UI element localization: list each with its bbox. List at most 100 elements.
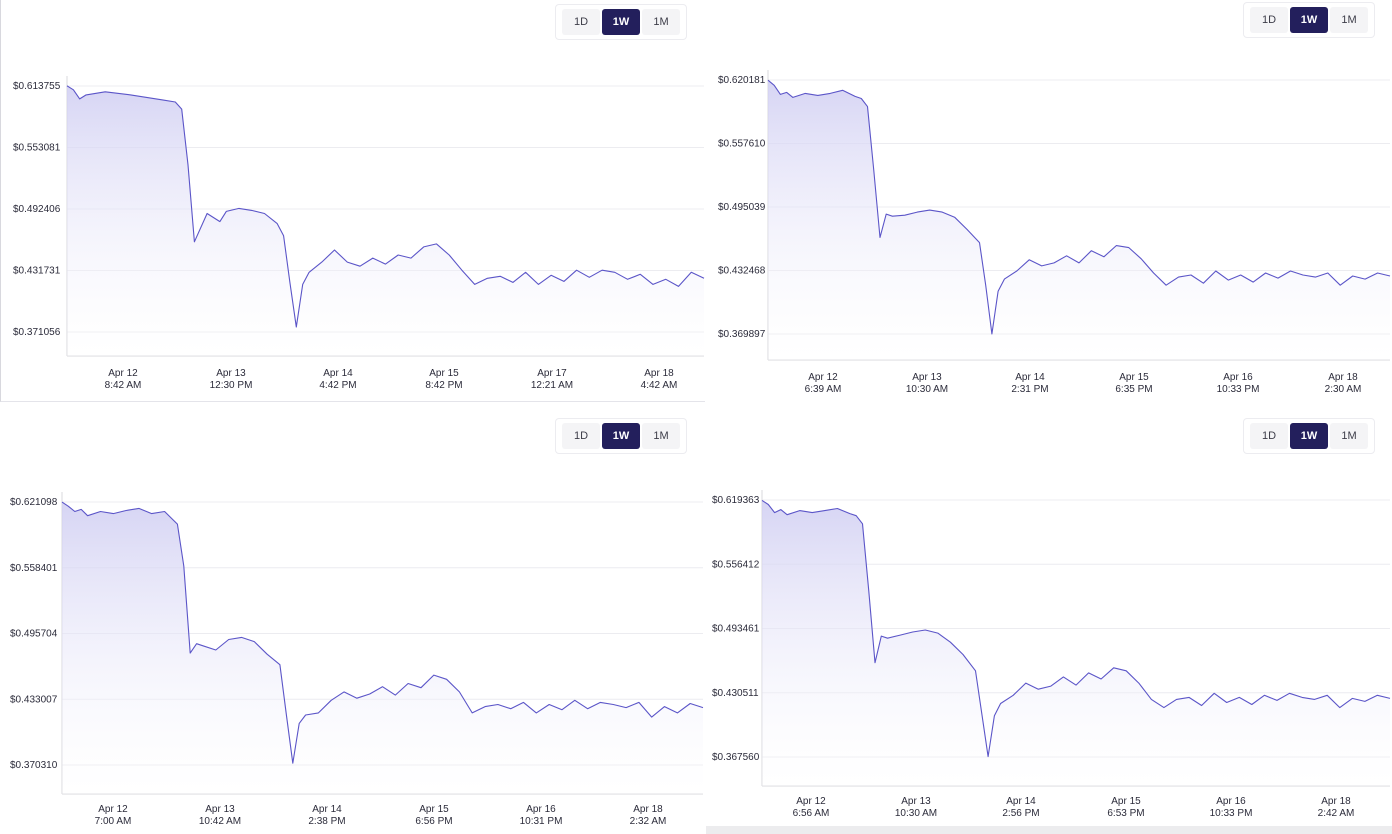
range-button-1m[interactable]: 1M <box>642 9 680 35</box>
chart-panel-2: 1D 1W 1M $0.620181 $0.557610 $0.495039 $0.4… <box>706 0 1392 402</box>
x-tick-time: 10:33 PM <box>1210 808 1253 819</box>
x-tick-time: 8:42 AM <box>105 380 142 391</box>
x-tick-time: 10:33 PM <box>1217 384 1260 395</box>
x-tick-date: Apr 16 <box>526 804 556 815</box>
range-button-1w[interactable]: 1W <box>1290 423 1328 449</box>
x-tick-date: Apr 12 <box>108 368 138 379</box>
x-tick-date: Apr 13 <box>901 796 931 807</box>
x-tick-date: Apr 13 <box>205 804 235 815</box>
x-tick-date: Apr 14 <box>312 804 342 815</box>
y-tick-label: $0.492406 <box>13 204 61 215</box>
y-tick-label: $0.619363 <box>712 495 760 506</box>
range-button-1m[interactable]: 1M <box>1330 7 1368 33</box>
x-tick-date: Apr 15 <box>1119 372 1149 383</box>
range-button-1d[interactable]: 1D <box>1250 7 1288 33</box>
x-tick-date: Apr 15 <box>419 804 449 815</box>
bottom-scroll-strip <box>706 826 1392 834</box>
price-chart: $0.619363 $0.556412 $0.493461 $0.430511 $0.3… <box>712 490 1391 819</box>
series-line <box>761 499 1391 758</box>
x-tick-date: Apr 18 <box>633 804 663 815</box>
x-tick-date: Apr 18 <box>1328 372 1358 383</box>
series-line <box>767 79 1391 335</box>
range-button-1d[interactable]: 1D <box>562 9 600 35</box>
price-chart: $0.613755 $0.553081 $0.492406 $0.431731 $0.3… <box>13 76 705 391</box>
x-tick-time: 6:56 PM <box>415 816 452 827</box>
range-button-1w[interactable]: 1W <box>1290 7 1328 33</box>
x-tick-time: 7:00 AM <box>95 816 132 827</box>
x-tick-date: Apr 14 <box>323 368 353 379</box>
y-tick-label: $0.493461 <box>712 624 760 635</box>
y-tick-label: $0.369897 <box>718 329 766 340</box>
range-button-1m[interactable]: 1M <box>642 423 680 449</box>
x-tick-time: 2:31 PM <box>1011 384 1048 395</box>
x-tick-date: Apr 16 <box>1223 372 1253 383</box>
x-tick-date: Apr 15 <box>429 368 459 379</box>
range-button-1w[interactable]: 1W <box>602 9 640 35</box>
x-tick-time: 2:30 AM <box>1325 384 1362 395</box>
x-tick-date: Apr 13 <box>912 372 942 383</box>
price-chart: $0.621098 $0.558401 $0.495704 $0.433007 $0.3… <box>10 492 704 827</box>
chart-panel-3: 1D 1W 1M $0.621098 $0.558401 $0.495704 $0.4… <box>0 402 705 834</box>
y-tick-label: $0.432468 <box>718 266 766 277</box>
x-tick-time: 10:42 AM <box>199 816 241 827</box>
y-tick-label: $0.431731 <box>13 266 61 277</box>
y-tick-label: $0.371056 <box>13 327 61 338</box>
range-button-1d[interactable]: 1D <box>1250 423 1288 449</box>
x-tick-date: Apr 18 <box>644 368 674 379</box>
x-tick-date: Apr 18 <box>1321 796 1351 807</box>
y-tick-label: $0.553081 <box>13 143 61 154</box>
x-tick-date: Apr 12 <box>808 372 838 383</box>
x-tick-time: 6:39 AM <box>805 384 842 395</box>
x-tick-date: Apr 17 <box>537 368 567 379</box>
range-selector: 1D 1W 1M <box>555 418 687 454</box>
range-button-1d[interactable]: 1D <box>562 423 600 449</box>
x-tick-time: 2:32 AM <box>630 816 667 827</box>
y-tick-label: $0.558401 <box>10 563 58 574</box>
x-tick-time: 12:30 PM <box>210 380 253 391</box>
y-tick-label: $0.557610 <box>718 139 766 150</box>
range-button-1m[interactable]: 1M <box>1330 423 1368 449</box>
y-tick-label: $0.367560 <box>712 752 760 763</box>
y-tick-label: $0.620181 <box>718 75 766 86</box>
x-tick-date: Apr 15 <box>1111 796 1141 807</box>
x-tick-time: 2:56 PM <box>1002 808 1039 819</box>
x-tick-time: 2:42 AM <box>1318 808 1355 819</box>
y-tick-label: $0.370310 <box>10 760 58 771</box>
x-tick-date: Apr 16 <box>1216 796 1246 807</box>
y-tick-label: $0.433007 <box>10 694 58 705</box>
x-tick-time: 12:21 AM <box>531 380 573 391</box>
x-tick-date: Apr 12 <box>98 804 128 815</box>
range-selector: 1D 1W 1M <box>1243 2 1375 38</box>
y-tick-label: $0.556412 <box>712 559 760 570</box>
y-tick-label: $0.430511 <box>712 688 759 699</box>
x-tick-date: Apr 13 <box>216 368 246 379</box>
range-selector: 1D 1W 1M <box>555 4 687 40</box>
series-area <box>67 85 704 357</box>
x-tick-time: 10:31 PM <box>520 816 563 827</box>
range-button-1w[interactable]: 1W <box>602 423 640 449</box>
x-tick-time: 10:30 AM <box>895 808 937 819</box>
chart-panel-4: 1D 1W 1M $0.619363 $0.556412 $0.493461 $0.4… <box>706 402 1392 834</box>
series-area <box>768 80 1390 360</box>
range-selector: 1D 1W 1M <box>1243 418 1375 454</box>
x-tick-time: 2:38 PM <box>308 816 345 827</box>
series-area <box>762 500 1390 786</box>
x-tick-time: 4:42 AM <box>641 380 678 391</box>
x-tick-time: 4:42 PM <box>319 380 356 391</box>
series-line <box>66 85 705 328</box>
series-area <box>62 502 703 794</box>
x-tick-date: Apr 14 <box>1015 372 1045 383</box>
x-tick-time: 8:42 PM <box>425 380 462 391</box>
y-tick-label: $0.495704 <box>10 629 58 640</box>
x-tick-time: 10:30 AM <box>906 384 948 395</box>
x-tick-date: Apr 14 <box>1006 796 1036 807</box>
y-tick-label: $0.613755 <box>13 81 61 92</box>
x-tick-date: Apr 12 <box>796 796 826 807</box>
chart-panel-1: 1D 1W 1M $0.613755 $0.553081 $0.492406 $0.4… <box>0 0 705 402</box>
x-tick-time: 6:56 AM <box>793 808 830 819</box>
x-tick-time: 6:35 PM <box>1115 384 1152 395</box>
y-tick-label: $0.621098 <box>10 497 58 508</box>
y-tick-label: $0.495039 <box>718 202 766 213</box>
series-line <box>61 501 704 764</box>
price-chart: $0.620181 $0.557610 $0.495039 $0.432468 $0.3… <box>718 70 1391 395</box>
